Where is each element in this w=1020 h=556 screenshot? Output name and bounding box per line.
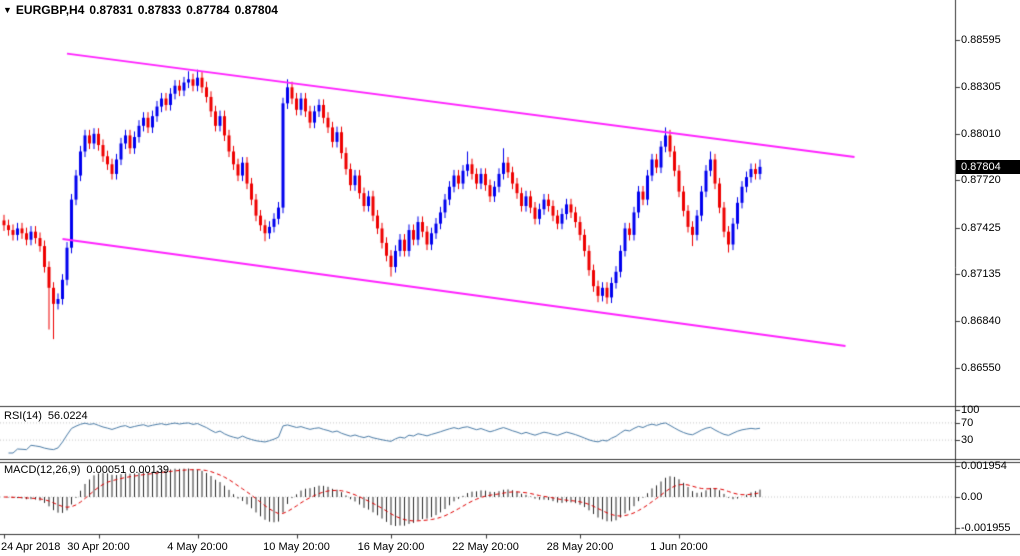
quote-low: 0.87784 — [186, 3, 230, 17]
macd-name: MACD(12,26,9) — [4, 464, 81, 476]
price-axis-label: 0.87720 — [961, 174, 1001, 187]
macd-values: 0.00051 0.00139 — [86, 464, 170, 476]
time-axis-label: 28 May 20:00 — [546, 541, 614, 553]
price-axis-label: 0.87135 — [961, 268, 1001, 281]
price-axis-label: 0.86840 — [961, 315, 1001, 328]
rsi-axis-label: 30 — [961, 434, 974, 447]
time-axis-label: 10 May 20:00 — [263, 541, 330, 553]
quote-close: 0.87804 — [234, 3, 278, 17]
time-axis-label: 22 May 20:00 — [452, 541, 519, 553]
symbol-timeframe: EURGBP,H4 — [15, 3, 85, 17]
rsi-axis-label: 70 — [961, 416, 974, 429]
quote-line: ▼ EURGBP,H4 0.87831 0.87833 0.87784 0.87804 — [3, 3, 283, 17]
price-axis-label: 0.87425 — [961, 221, 1001, 234]
macd-axis-label: 0.00 — [961, 491, 983, 503]
rsi-name: RSI(14) — [4, 410, 42, 422]
macd-axis-label: 0.001954 — [961, 459, 1007, 472]
rsi-value: 56.0224 — [47, 410, 88, 422]
time-axis-label: 4 May 20:00 — [167, 541, 228, 553]
price-axis-label: 0.86550 — [961, 362, 1001, 374]
time-axis-label: 30 Apr 20:00 — [67, 541, 130, 553]
quote-high: 0.87833 — [137, 3, 182, 17]
quote-open: 0.87831 — [89, 3, 133, 17]
time-axis-label: 1 Jun 20:00 — [650, 541, 708, 553]
time-axis-label: 16 May 20:00 — [357, 541, 425, 553]
rsi-indicator-label: RSI(14) 56.0224 — [4, 410, 94, 422]
macd-axis-label: -0.001955 — [961, 522, 1011, 535]
price-axis-label: 0.88305 — [961, 80, 1001, 93]
price-axis-label: 0.88595 — [961, 34, 1001, 46]
macd-indicator-label: MACD(12,26,9) 0.00051 0.00139 — [4, 464, 175, 476]
price-axis-label: 0.88010 — [961, 127, 1001, 140]
symbol-dropdown-icon[interactable]: ▼ — [3, 5, 12, 15]
rsi-axis-label: 100 — [961, 404, 980, 416]
current-price-tag: 0.87804 — [956, 159, 1020, 174]
time-axis-label: 24 Apr 2018 — [1, 541, 61, 553]
